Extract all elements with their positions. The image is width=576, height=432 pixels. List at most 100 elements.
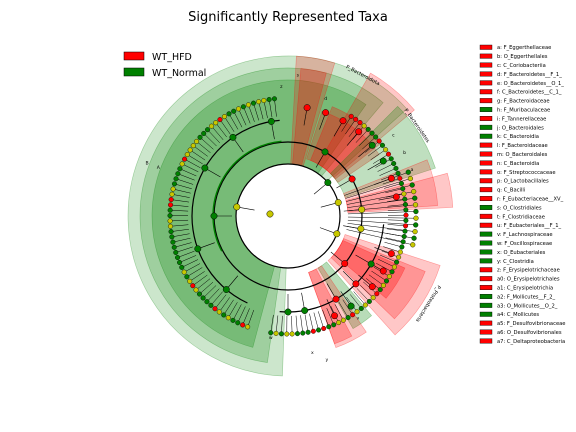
edge [360, 285, 374, 298]
edge [359, 132, 373, 146]
leaf-node [289, 331, 295, 337]
clade-node [357, 225, 365, 233]
leaf-node [402, 228, 408, 234]
clade-node [284, 308, 292, 316]
edge [170, 204, 189, 207]
edge [232, 304, 242, 321]
key-entry: s: O_Clostridiales [497, 205, 542, 211]
edge [313, 312, 319, 331]
clade-node [321, 148, 329, 156]
leaf-node [278, 331, 284, 337]
edge [274, 98, 277, 117]
clade-node [387, 174, 395, 182]
leaf-node [400, 186, 406, 192]
leaf-node [403, 207, 409, 213]
key-swatch [479, 311, 493, 317]
edge [371, 270, 387, 282]
edge [243, 106, 251, 124]
edge [281, 315, 283, 334]
key-entry: r: F_Eubacteriaceae__XV_ [497, 197, 564, 203]
key-swatch [479, 44, 493, 50]
leaf-node [225, 315, 231, 321]
leaf-node [370, 295, 376, 301]
key-swatch [479, 89, 493, 95]
edge [223, 299, 234, 316]
leaf-node [268, 330, 274, 336]
edge [356, 288, 370, 302]
key-swatch [479, 320, 493, 326]
clade-letter: a [411, 168, 414, 173]
key-swatch [479, 169, 493, 175]
legend-swatch-wt-hfd [123, 51, 145, 61]
key-swatch [479, 53, 493, 59]
clade-node [332, 295, 340, 303]
leaf-node [316, 327, 322, 333]
edge [370, 149, 386, 160]
key-swatch [479, 294, 493, 299]
edge [376, 263, 393, 272]
edge [317, 311, 324, 329]
edge [215, 122, 227, 138]
key-swatch [479, 142, 493, 148]
key-entry: y: C_Clostridia [497, 259, 534, 265]
key-swatch [479, 249, 493, 255]
leaf-node [284, 331, 290, 337]
edge [175, 178, 194, 185]
edge [387, 219, 406, 221]
leaf-node [353, 116, 359, 122]
clade-node [194, 245, 202, 253]
leaf-node [399, 244, 405, 250]
legend-label-wt-hfd: WT_HFD [152, 52, 192, 63]
cladogram-nodes [167, 96, 419, 337]
edge [190, 149, 206, 161]
key-swatch [479, 267, 493, 273]
leaf-node [177, 259, 183, 265]
edge [345, 119, 356, 135]
edge [275, 315, 279, 334]
leaf-node [388, 156, 394, 162]
ring-order-arc-east [279, 224, 385, 313]
leaf-node [216, 309, 222, 315]
key-entry: k: C_Bacteroidia [497, 134, 539, 140]
edge [238, 108, 247, 126]
leaf-node [413, 208, 419, 215]
edge [187, 154, 203, 165]
key-swatch [479, 258, 493, 264]
edge [189, 271, 205, 282]
key-entry: a6: O_Desulfovibrionales [497, 330, 562, 336]
clade-node [334, 199, 342, 206]
edge [341, 116, 352, 132]
key-entry: a1: C_Erysipelotrichia [497, 286, 553, 292]
clade-letter: x [311, 351, 314, 356]
ring-bacteroidetes-green [212, 140, 282, 252]
edge [385, 237, 404, 242]
key-swatch [479, 240, 493, 246]
key-swatch [479, 231, 493, 237]
leaf-node [373, 134, 379, 140]
edge [199, 281, 214, 295]
legend-label-wt-normal: WT_Normal [152, 68, 206, 79]
edge [387, 204, 406, 207]
leaf-node [197, 134, 203, 140]
clade-node [229, 133, 237, 141]
edge [202, 285, 217, 299]
key-entry: a5: F_Desulfovibrionaceae [497, 321, 566, 327]
leaf-node [386, 151, 392, 157]
edge [367, 145, 383, 157]
legend-swatch-wt-normal [123, 67, 145, 77]
leaf-node [212, 306, 218, 312]
leaf-node [190, 143, 196, 149]
leaf-node [170, 239, 176, 245]
key-swatch [479, 187, 493, 193]
leaf-node [383, 147, 389, 153]
clade-letter: d [324, 96, 327, 102]
key-swatch [479, 107, 493, 113]
leaf-node [411, 188, 417, 195]
leaf-node [169, 191, 175, 197]
clade-node [341, 260, 349, 268]
edge [206, 288, 220, 302]
edge [171, 228, 189, 232]
leaf-node [411, 235, 417, 241]
edge [295, 315, 298, 334]
